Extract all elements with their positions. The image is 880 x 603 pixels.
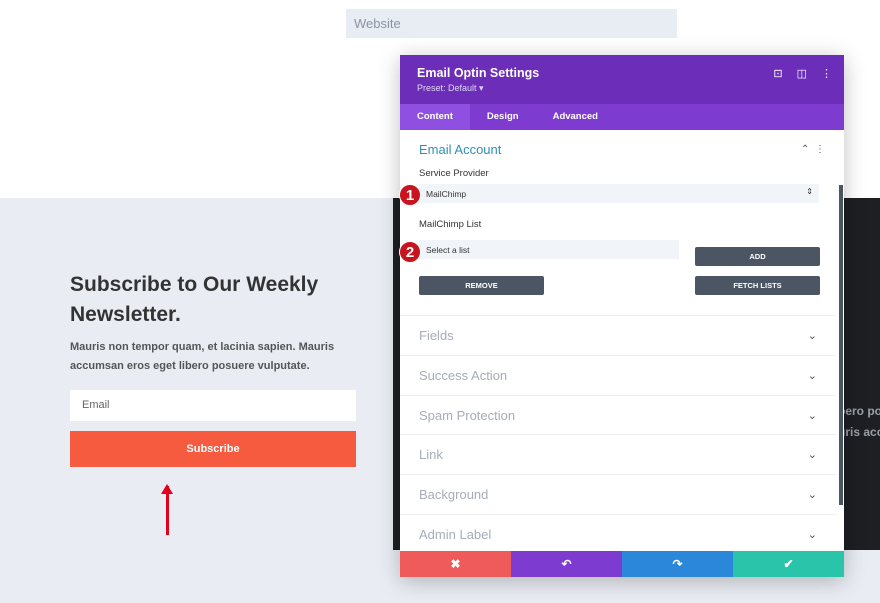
cancel-button[interactable]: ✖	[400, 551, 511, 577]
chevron-down-icon: ⌄	[807, 410, 817, 422]
tab-advanced[interactable]: Advanced	[552, 111, 598, 122]
chevron-down-icon: ⌄	[807, 489, 817, 501]
fetch-lists-button[interactable]: FETCH LISTS	[695, 276, 820, 295]
section-title[interactable]: Email Account	[419, 141, 502, 157]
section-success-action[interactable]: Success Action ⌄	[400, 355, 836, 395]
list-select[interactable]: Select a list	[419, 240, 679, 259]
email-account-section: Email Account ⌃ ⋮ Service Provider MailC…	[399, 130, 844, 315]
settings-panel: Email Optin Settings Preset: Default ▾ ⊡…	[399, 55, 844, 577]
subscribe-button[interactable]: Subscribe	[70, 431, 356, 467]
section-link[interactable]: Link ⌄	[400, 434, 836, 474]
section-admin-label[interactable]: Admin Label ⌄	[400, 514, 836, 554]
chevron-down-icon: ⌄	[807, 449, 817, 461]
more-options-icon[interactable]: ⋮	[821, 68, 832, 80]
service-provider-select[interactable]: MailChimp ⇕	[419, 184, 819, 203]
preset-dropdown[interactable]: Preset: Default ▾	[417, 83, 484, 93]
redo-icon: ↷	[672, 557, 683, 571]
redo-button[interactable]: ↷	[622, 551, 733, 577]
tab-content[interactable]: Content	[400, 104, 470, 130]
section-label: Success Action	[419, 368, 508, 383]
undo-button[interactable]: ↶	[511, 551, 622, 577]
chevron-down-icon: ⌄	[807, 330, 817, 342]
step-badge-1: 1	[399, 184, 421, 206]
chevron-up-icon[interactable]: ⌃	[801, 143, 810, 155]
section-menu-icon[interactable]: ⋮	[815, 143, 825, 155]
section-label: Link	[419, 447, 443, 462]
background-text: bero po	[838, 404, 880, 418]
select-value: MailChimp	[426, 189, 467, 199]
chevron-down-icon: ⌄	[807, 370, 817, 382]
panel-tabs: Content Design Advanced	[400, 104, 844, 130]
select-arrows-icon: ⇕	[806, 187, 813, 196]
fullscreen-icon[interactable]: ⊡	[773, 68, 783, 80]
undo-icon: ↶	[561, 557, 572, 571]
website-input[interactable]: Website	[346, 9, 677, 38]
remove-button[interactable]: REMOVE	[419, 276, 544, 295]
section-spam-protection[interactable]: Spam Protection ⌄	[400, 395, 836, 435]
section-fields[interactable]: Fields ⌄	[400, 315, 836, 355]
section-label: Admin Label	[419, 527, 492, 542]
newsletter-heading: Subscribe to Our Weekly Newsletter.	[70, 273, 319, 326]
close-icon: ✖	[450, 557, 461, 571]
scrollbar[interactable]	[839, 185, 843, 505]
section-background[interactable]: Background ⌄	[400, 474, 836, 514]
panel-footer: ✖ ↶ ↷ ✔	[400, 551, 844, 577]
panel-title: Email Optin Settings	[417, 66, 540, 80]
section-label: Fields	[419, 328, 454, 343]
arrow-up-annotation	[161, 484, 173, 535]
service-provider-label: Service Provider	[419, 168, 489, 179]
check-icon: ✔	[783, 557, 794, 571]
newsletter-description: Mauris non tempor quam, et lacinia sapie…	[70, 341, 335, 372]
save-button[interactable]: ✔	[733, 551, 844, 577]
step-badge-2: 2	[399, 241, 421, 263]
split-view-icon[interactable]: ◫	[796, 68, 807, 80]
panel-header: Email Optin Settings Preset: Default ▾ ⊡…	[400, 55, 844, 104]
tab-design[interactable]: Design	[486, 111, 519, 122]
section-label: Background	[419, 487, 489, 502]
email-input[interactable]: Email	[70, 390, 356, 421]
list-label: MailChimp List	[419, 219, 482, 230]
section-label: Spam Protection	[419, 408, 516, 423]
add-button[interactable]: ADD	[695, 247, 820, 266]
background-text: uris acc	[838, 425, 880, 439]
chevron-down-icon: ⌄	[807, 529, 817, 541]
